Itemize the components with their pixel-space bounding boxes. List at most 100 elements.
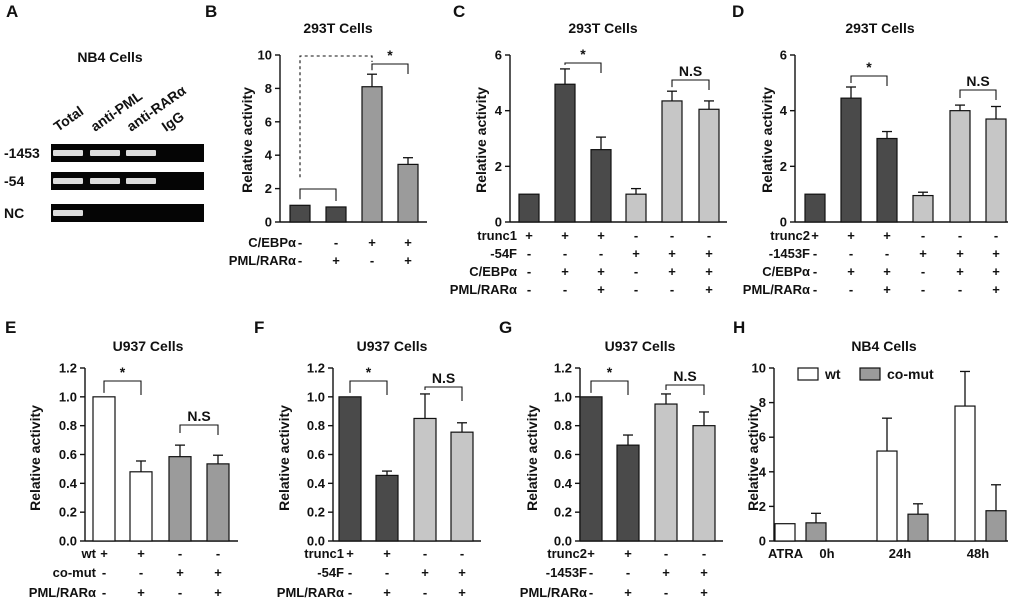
condition-sign: + bbox=[956, 264, 964, 279]
y-tick-label: 2 bbox=[759, 499, 766, 514]
significance-bracket bbox=[371, 63, 409, 74]
y-tick-label: 10 bbox=[752, 361, 766, 376]
condition-sign: - bbox=[460, 546, 464, 561]
condition-sign: + bbox=[561, 264, 569, 279]
condition-sign: + bbox=[919, 246, 927, 261]
condition-sign: + bbox=[624, 546, 632, 561]
bar bbox=[805, 522, 827, 542]
y-tick-label: 0.2 bbox=[59, 505, 77, 520]
significance-bracket bbox=[850, 75, 888, 86]
y-axis-label: Relative activity bbox=[239, 87, 255, 193]
condition-sign: - bbox=[178, 546, 182, 561]
y-tick-label: 1.2 bbox=[307, 361, 325, 376]
condition-sign: + bbox=[404, 253, 412, 268]
condition-sign: - bbox=[813, 246, 817, 261]
condition-sign: + bbox=[624, 585, 632, 600]
panel-label: E bbox=[5, 318, 16, 337]
panel-label: G bbox=[499, 318, 512, 337]
condition-sign: - bbox=[670, 228, 674, 243]
panel-g: G U937 Cells 0.0 0.2 0.4 0.6 0.8 1.0 1.2 Relative… bbox=[499, 318, 723, 600]
condition-sign: + bbox=[668, 246, 676, 261]
gel-row-label: NC bbox=[4, 205, 24, 221]
significance-label: N.S bbox=[432, 370, 455, 386]
bar bbox=[876, 137, 898, 223]
panel-h: H NB4 Cells 0 2 4 6 8 10 Relative activity wt co-m… bbox=[733, 318, 1008, 561]
condition-sign: + bbox=[332, 253, 340, 268]
condition-sign: - bbox=[599, 246, 603, 261]
condition-sign: - bbox=[178, 585, 182, 600]
condition-sign: + bbox=[597, 228, 605, 243]
panel-f: F U937 Cells 0.0 0.2 0.4 0.6 0.8 1.0 1.2 Relative… bbox=[254, 318, 481, 600]
condition-sign: - bbox=[813, 282, 817, 297]
condition-sign: - bbox=[634, 264, 638, 279]
condition-sign: + bbox=[368, 235, 376, 250]
bar bbox=[912, 194, 934, 223]
panel-label: F bbox=[254, 318, 264, 337]
bar bbox=[413, 417, 437, 542]
y-tick-label: 4 bbox=[759, 464, 767, 479]
bar bbox=[692, 425, 716, 542]
bar bbox=[518, 193, 540, 223]
condition-sign: + bbox=[597, 264, 605, 279]
gel-band bbox=[126, 178, 156, 184]
condition-sign: + bbox=[811, 228, 819, 243]
y-tick-label: 6 bbox=[759, 430, 766, 445]
chart-title: U937 Cells bbox=[113, 338, 184, 354]
bar bbox=[397, 163, 419, 223]
bar bbox=[206, 463, 230, 542]
condition-sign: + bbox=[992, 282, 1000, 297]
condition-label: PML/RARα bbox=[450, 282, 517, 297]
y-tick-label: 8 bbox=[265, 81, 272, 96]
significance-label: * bbox=[580, 46, 586, 62]
y-tick-label: 0.4 bbox=[59, 476, 78, 491]
significance-bracket bbox=[103, 380, 142, 395]
gel-band bbox=[53, 178, 83, 184]
condition-sign: + bbox=[668, 264, 676, 279]
panel-b: B 293T Cells 0 2 4 6 8 10 Relative activity C/EBP… bbox=[205, 2, 427, 268]
significance-bracket bbox=[179, 424, 219, 435]
y-tick-label: 4 bbox=[265, 148, 273, 163]
chart-title: NB4 Cells bbox=[851, 338, 917, 354]
condition-label: PML/RARα bbox=[277, 585, 344, 600]
condition-sign: + bbox=[883, 264, 891, 279]
condition-label: trunc2 bbox=[770, 228, 810, 243]
condition-sign: + bbox=[176, 565, 184, 580]
condition-label: trunc2 bbox=[547, 546, 587, 561]
legend-swatch bbox=[859, 367, 881, 381]
significance-label: * bbox=[866, 59, 872, 75]
significance-bracket bbox=[349, 380, 388, 395]
significance-label: N.S bbox=[673, 368, 696, 384]
panel-a-title: NB4 Cells bbox=[77, 49, 143, 65]
significance-bracket bbox=[665, 384, 705, 395]
condition-sign: + bbox=[383, 546, 391, 561]
gel-band bbox=[53, 210, 83, 216]
bar bbox=[985, 118, 1007, 223]
y-tick-label: 0.8 bbox=[307, 418, 325, 433]
condition-sign: + bbox=[700, 585, 708, 600]
condition-label: PML/RARα bbox=[229, 253, 296, 268]
condition-sign: + bbox=[705, 282, 713, 297]
y-tick-label: 6 bbox=[495, 48, 502, 63]
significance-bracket bbox=[424, 386, 463, 401]
y-axis-label: Relative activity bbox=[745, 405, 761, 511]
condition-sign: - bbox=[348, 585, 352, 600]
condition-label: trunc1 bbox=[477, 228, 517, 243]
y-tick-label: 0.2 bbox=[554, 505, 572, 520]
y-tick-label: 8 bbox=[759, 395, 766, 410]
panel-a-label: A bbox=[6, 2, 18, 21]
gel-lane-label: Total bbox=[51, 103, 87, 135]
significance-bracket bbox=[299, 55, 373, 178]
y-tick-label: 4 bbox=[495, 103, 503, 118]
condition-sign: + bbox=[597, 282, 605, 297]
bar bbox=[289, 204, 311, 223]
significance-bracket bbox=[564, 62, 602, 73]
y-tick-label: 0.6 bbox=[307, 447, 325, 462]
condition-label: co-mut bbox=[53, 565, 97, 580]
condition-sign: + bbox=[383, 585, 391, 600]
condition-sign: - bbox=[958, 282, 962, 297]
chart-title: 293T Cells bbox=[303, 20, 372, 36]
significance-bracket bbox=[590, 380, 629, 395]
